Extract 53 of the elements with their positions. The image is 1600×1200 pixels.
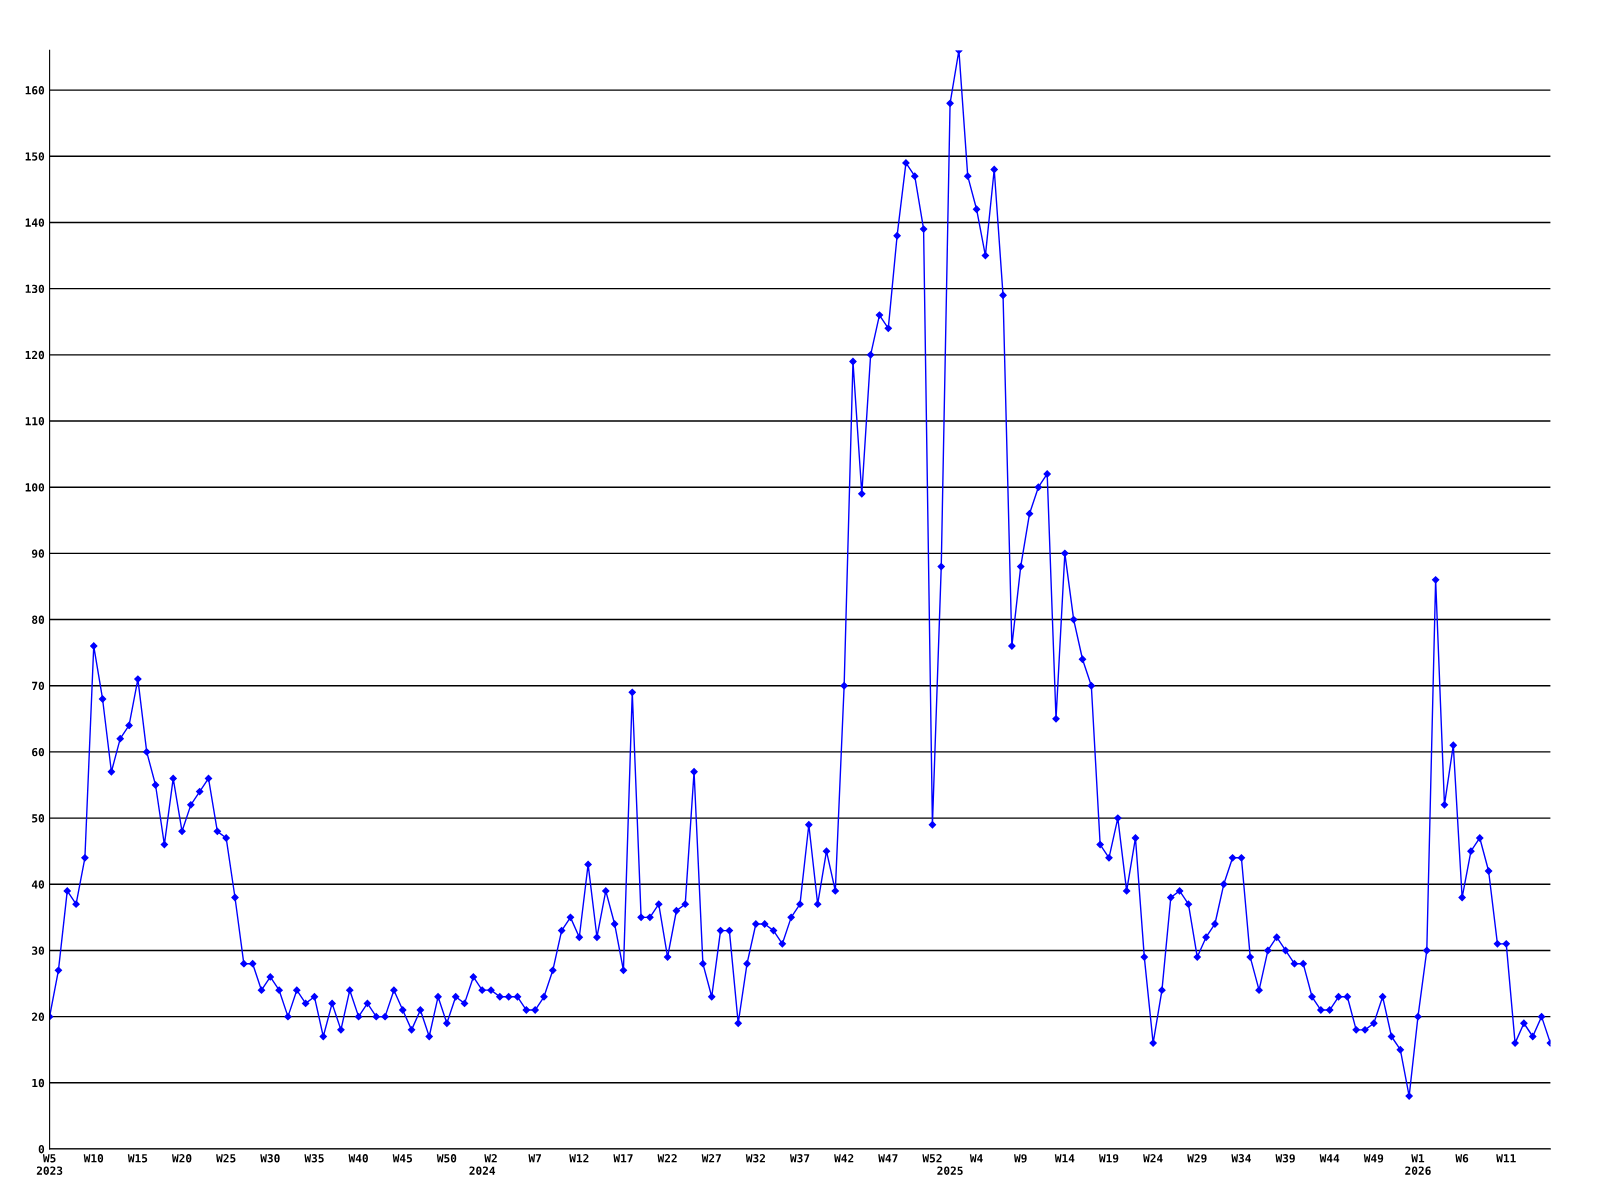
x-tick-label: W5 2023 [36,1154,63,1175]
x-tick-label: W15 [127,1154,148,1163]
x-tick-label: W10 [83,1154,104,1163]
x-tick-label: W12 [569,1154,589,1163]
y-tick-label: 130 [25,284,45,294]
y-tick-label: 80 [32,615,45,624]
x-tick-label: W35 [304,1154,324,1163]
x-tick-label: W45 [392,1154,413,1163]
x-tick-label: W9 [1014,1154,1027,1163]
x-tick-label: W1 2026 [1405,1154,1431,1175]
x-tick-label: W25 [216,1154,236,1163]
y-tick-label: 150 [25,152,45,161]
y-tick-label: 40 [31,880,45,889]
y-tick-label: 100 [25,483,45,492]
x-tick-label: W49 [1363,1154,1384,1163]
x-tick-label: W4 [969,1154,983,1163]
y-tick-label: 90 [31,549,45,558]
x-tick-label: W17 [613,1154,633,1163]
y-tick-label: 20 [31,1012,45,1022]
x-tick-label: W14 [1054,1154,1075,1163]
x-tick-label: W47 [878,1154,898,1163]
y-tick-label: 120 [25,350,45,360]
x-tick-label: W39 [1275,1154,1295,1163]
x-tick-label: W22 [657,1154,677,1163]
y-tick-label: 140 [25,218,45,227]
x-tick-label: W20 [171,1154,192,1163]
x-tick-label: W50 [436,1154,457,1163]
x-tick-label: W11 [1496,1154,1516,1163]
x-tick-label: W34 [1231,1154,1251,1163]
x-tick-label: W42 [834,1154,854,1163]
x-tick-label: W37 [789,1154,810,1163]
x-tick-label: W30 [260,1154,280,1163]
x-tick-label: W44 [1319,1154,1340,1163]
y-tick-label: 0 [38,1144,45,1154]
y-tick-label: 60 [32,747,45,757]
x-tick-label: W24 [1143,1154,1163,1163]
x-tick-label: W7 [528,1154,542,1163]
x-tick-label: W40 [348,1154,368,1163]
y-tick-label: 110 [25,416,45,426]
x-tick-label: 2025 [937,1166,963,1175]
x-tick-label: W2 [484,1154,497,1163]
x-tick-label: W19 [1098,1154,1119,1163]
x-tick-label: W29 [1187,1154,1207,1163]
x-tick-label: W27 [701,1154,721,1163]
y-tick-label: 70 [32,681,45,691]
x-tick-label: W6 [1455,1154,1469,1163]
y-tick-label: 50 [32,814,45,823]
y-tick-label: 160 [25,86,45,95]
y-tick-label: 10 [32,1078,45,1088]
x-tick-label: 2024 [469,1166,496,1175]
y-tick-label: 30 [32,946,45,955]
x-tick-label: W32 [745,1154,765,1163]
x-tick-label: W52 [922,1154,942,1163]
